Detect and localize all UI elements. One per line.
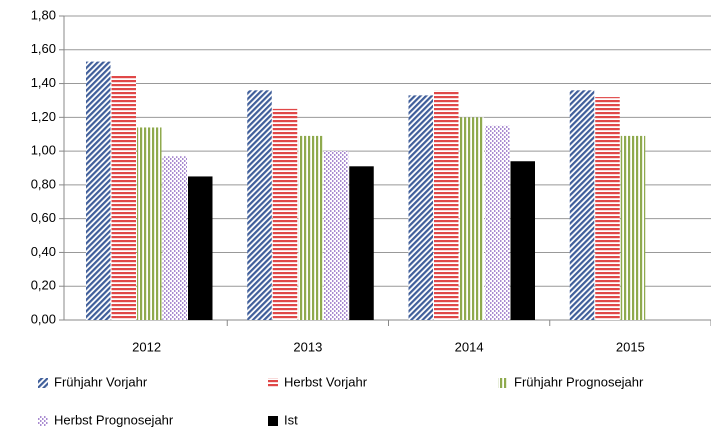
bar <box>485 125 510 321</box>
bar <box>162 156 187 320</box>
legend-label: Herbst Prognosejahr <box>54 412 174 427</box>
bar <box>510 161 535 320</box>
legend-label: Herbst Vorjahr <box>284 374 368 389</box>
bar <box>272 108 298 320</box>
bar <box>408 95 433 320</box>
legend-swatch <box>38 378 48 388</box>
bar <box>247 90 272 320</box>
bar <box>86 61 111 320</box>
bar <box>459 117 484 320</box>
bar <box>595 97 620 320</box>
y-tick-label: 1,40 <box>31 75 56 90</box>
y-tick-label: 0,80 <box>31 176 56 191</box>
bar <box>434 90 459 320</box>
legend-swatch <box>498 378 508 388</box>
y-tick-label: 0,00 <box>31 311 56 326</box>
legend-swatch <box>268 378 278 388</box>
bar <box>188 176 213 320</box>
legend-swatch <box>268 416 278 426</box>
x-tick-label: 2015 <box>616 339 645 354</box>
bar <box>569 90 595 320</box>
y-tick-label: 1,00 <box>31 143 56 158</box>
legend-label: Frühjahr Vorjahr <box>54 374 148 389</box>
bar <box>620 135 646 320</box>
y-tick-label: 0,60 <box>31 210 56 225</box>
bar <box>323 151 349 320</box>
legend-label: Ist <box>284 412 298 427</box>
bar <box>298 135 323 320</box>
legend-swatch <box>38 416 48 426</box>
y-tick-label: 1,80 <box>31 7 56 22</box>
legend-label: Frühjahr Prognosejahr <box>514 374 644 389</box>
x-tick-label: 2013 <box>293 339 322 354</box>
y-tick-label: 1,60 <box>31 41 56 56</box>
bar <box>137 127 162 320</box>
x-tick-label: 2012 <box>132 339 161 354</box>
y-tick-label: 1,20 <box>31 109 56 124</box>
y-tick-label: 0,40 <box>31 244 56 259</box>
x-tick-label: 2014 <box>455 339 484 354</box>
bar <box>111 75 136 320</box>
bar <box>349 166 374 320</box>
y-tick-label: 0,20 <box>31 278 56 293</box>
